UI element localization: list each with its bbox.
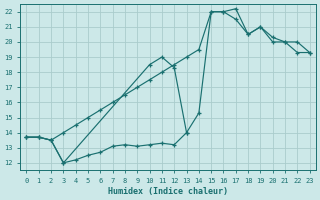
X-axis label: Humidex (Indice chaleur): Humidex (Indice chaleur) bbox=[108, 187, 228, 196]
